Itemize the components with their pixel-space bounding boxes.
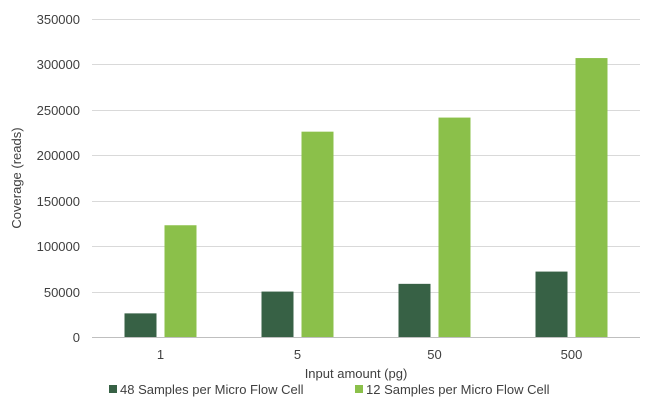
bar-series-48-cat-1 xyxy=(124,313,157,337)
legend: 48 Samples per Micro Flow Cell 12 Samples… xyxy=(109,382,550,397)
x-tick-label: 500 xyxy=(561,347,583,362)
bar-series-12-cat-500 xyxy=(575,58,608,337)
y-tick-label: 0 xyxy=(73,330,80,345)
y-tick-label: 150000 xyxy=(37,194,80,209)
x-tick-label: 50 xyxy=(427,347,441,362)
axes: 0 50000 100000 150000 200000 250000 300000 3500… xyxy=(37,12,640,362)
x-tick-label: 1 xyxy=(157,347,164,362)
y-axis-title: Coverage (reads) xyxy=(9,127,24,228)
y-tick-label: 300000 xyxy=(37,57,80,72)
bars xyxy=(124,58,608,337)
bar-series-48-cat-50 xyxy=(398,283,431,337)
y-tick-label: 50000 xyxy=(44,285,80,300)
legend-swatch xyxy=(109,385,117,393)
y-tick-label: 200000 xyxy=(37,148,80,163)
y-tick-label: 100000 xyxy=(37,239,80,254)
legend-label: 48 Samples per Micro Flow Cell xyxy=(120,382,304,397)
legend-label: 12 Samples per Micro Flow Cell xyxy=(366,382,550,397)
bar-series-48-cat-5 xyxy=(261,291,294,337)
y-tick-label: 350000 xyxy=(37,12,80,27)
bar-series-12-cat-1 xyxy=(164,225,197,337)
y-tick-label: 250000 xyxy=(37,103,80,118)
x-tick-label: 5 xyxy=(294,347,301,362)
bar-series-12-cat-50 xyxy=(438,117,471,337)
bar-series-12-cat-5 xyxy=(301,131,334,337)
bar-series-48-cat-500 xyxy=(535,271,568,337)
x-axis-title: Input amount (pg) xyxy=(305,366,408,381)
legend-swatch xyxy=(355,385,363,393)
